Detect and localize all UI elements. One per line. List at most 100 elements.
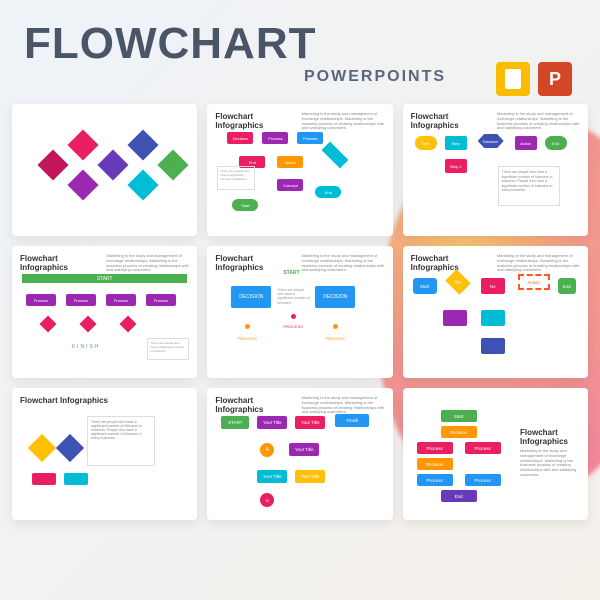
connector-dot <box>333 324 338 329</box>
decision-node: Decision <box>441 426 477 438</box>
slide-title: Flowchart Infographics <box>20 254 106 272</box>
slide-title: Flowchart Infographics <box>520 428 578 446</box>
diamond-node <box>127 129 158 160</box>
title-node: Your Title <box>257 416 287 429</box>
powerpoint-icon <box>538 62 572 96</box>
slide-thumbnail[interactable]: Flowchart Infographics Marketing is the … <box>403 246 588 378</box>
slide-title: Flowchart Infographics <box>411 254 497 272</box>
diamond-node <box>56 434 84 462</box>
end-node: End <box>441 490 477 502</box>
end-node: End <box>315 186 341 198</box>
diamond-node <box>67 129 98 160</box>
process-node: Process <box>146 294 176 306</box>
end-node: End <box>545 136 567 150</box>
start-label: START <box>283 270 299 276</box>
connector-dot <box>291 314 296 319</box>
diamond-node <box>67 169 98 200</box>
title-node: Your Title <box>295 416 325 429</box>
slide-thumbnail[interactable]: Flowchart Infographics Marketing is the … <box>207 104 392 236</box>
title-node: Your Title <box>289 443 319 456</box>
slide-desc: Marketing is the study and management of… <box>520 449 578 478</box>
process-node: Process <box>297 132 323 144</box>
slide-desc: Marketing is the study and management of… <box>302 112 385 131</box>
finish-label: FINISH <box>72 344 100 350</box>
process-node: Process <box>465 474 501 486</box>
slide-desc: Marketing is the study and management of… <box>302 396 385 415</box>
decision-diamond <box>80 316 97 333</box>
no-node: No <box>481 278 505 294</box>
slides-grid: Flowchart Infographics Marketing is the … <box>0 104 600 520</box>
decision-node: Decision <box>227 132 253 144</box>
decision-node: Decision <box>417 458 453 470</box>
diamond-node <box>97 149 128 180</box>
end-node: End <box>558 278 576 294</box>
process-node <box>32 473 56 485</box>
start-node: Start <box>232 199 258 211</box>
concept-node: Concept <box>277 179 303 191</box>
slide-title: Flowchart Infographics <box>215 396 301 414</box>
start-node: START <box>221 416 249 429</box>
slide-title: Flowchart Infographics <box>215 112 301 130</box>
slide-title: Flowchart Infographics <box>20 396 189 405</box>
start-node: Start <box>415 136 437 150</box>
process-node: Process <box>417 442 453 454</box>
slide-thumbnail[interactable]: Flowchart Infographics Marketing is the … <box>12 246 197 378</box>
diamond-node <box>127 169 158 200</box>
slide-desc: Marketing is the study and management of… <box>106 254 189 273</box>
slide-thumbnail[interactable]: Flowchart Infographics There are people … <box>12 388 197 520</box>
step-node <box>481 338 505 354</box>
decision-node: DECISION <box>231 286 271 308</box>
app-icons <box>496 62 572 96</box>
slide-text-block: Flowchart Infographics Marketing is the … <box>520 428 578 478</box>
start-node: Start <box>441 410 477 422</box>
decision-diamond <box>120 316 137 333</box>
main-title: FLOWCHART <box>24 22 600 66</box>
slide-thumbnail[interactable]: Start Decision Process Process Decision … <box>403 388 588 520</box>
decision-diamond <box>40 316 57 333</box>
process-label: PROCESS <box>283 324 303 329</box>
title-node: Your Title <box>295 470 325 483</box>
process-node: Process <box>26 294 56 306</box>
process-label: PROCESS <box>325 336 345 341</box>
note-text: There are people who have a significant … <box>277 288 311 305</box>
slide-desc: Marketing is the study and management of… <box>497 112 580 131</box>
diamond-node <box>37 149 68 180</box>
connector-b: B <box>260 493 274 507</box>
slide-desc: Marketing is the study and management of… <box>497 254 580 273</box>
finish-node: Finish <box>335 414 369 427</box>
decision-diamond <box>322 142 349 169</box>
slide-thumbnail[interactable]: Flowchart Infographics Marketing is the … <box>403 104 588 236</box>
start-node: Start <box>413 278 437 294</box>
process-label: PROCESS <box>237 336 257 341</box>
note-box: There are people who have a significant … <box>147 338 189 360</box>
process-node <box>64 473 88 485</box>
slide-desc: Marketing is the study and management of… <box>302 254 385 273</box>
action-node: Action <box>277 156 303 168</box>
step-node: Step <box>445 136 467 150</box>
slide-thumbnail[interactable] <box>12 104 197 236</box>
process-node: Process <box>465 442 501 454</box>
step-node: Step 2 <box>445 159 467 173</box>
process-node: Process <box>106 294 136 306</box>
step-node <box>481 310 505 326</box>
slide-thumbnail[interactable]: Flowchart Infographics Marketing is the … <box>207 246 392 378</box>
decision-node: DECISION <box>315 286 355 308</box>
step-node <box>443 310 467 326</box>
connector-a: A <box>260 443 274 457</box>
connector-dot <box>245 324 250 329</box>
action-node: Action <box>518 274 550 290</box>
slide-title: Flowchart Infographics <box>411 112 497 130</box>
note-box: There are people who have a significant … <box>217 166 255 190</box>
process-node: Process <box>417 474 453 486</box>
note-box: There are people who have a significant … <box>87 416 155 466</box>
start-bar: START <box>22 274 187 283</box>
process-node: Process <box>262 132 288 144</box>
decision-hex: Decision <box>478 134 504 148</box>
diamond-node <box>157 149 188 180</box>
title-node: Your Title <box>257 470 287 483</box>
google-slides-icon <box>496 62 530 96</box>
slide-thumbnail[interactable]: Flowchart Infographics Marketing is the … <box>207 388 392 520</box>
process-node: Process <box>66 294 96 306</box>
diamond-node <box>28 434 56 462</box>
note-box: There are people who have a significant … <box>498 166 560 206</box>
